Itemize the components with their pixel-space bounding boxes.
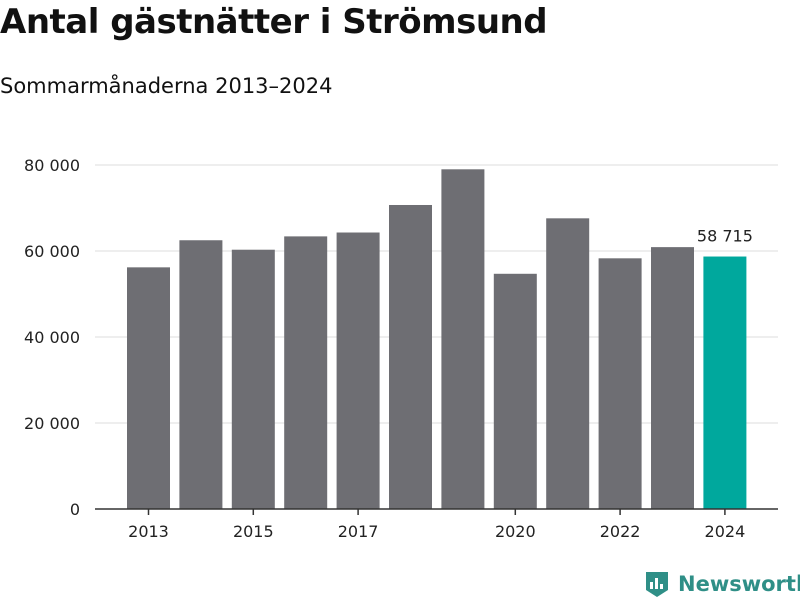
x-tick-label: 2022 [600, 522, 641, 541]
data-label: 58 715 [697, 227, 753, 246]
bar-2015 [231, 249, 275, 509]
bar-2017 [336, 232, 380, 509]
y-tick-label: 20 000 [24, 414, 80, 433]
bar-2021 [546, 218, 590, 509]
x-tick-label: 2017 [338, 522, 379, 541]
brand-name: Newsworthy [678, 572, 800, 596]
chart-title: Antal gästnätter i Strömsund [0, 2, 548, 42]
y-tick-label: 80 000 [24, 156, 80, 175]
brand-logo: Newsworthy [644, 570, 800, 598]
bar-2024 [703, 256, 747, 509]
x-tick-label: 2013 [128, 522, 169, 541]
bar-2020 [493, 273, 537, 509]
x-tick-label: 2024 [705, 522, 746, 541]
bar-2023 [651, 247, 694, 509]
x-tick-label: 2015 [233, 522, 274, 541]
bar-2022 [598, 258, 642, 509]
y-tick-label: 40 000 [24, 328, 80, 347]
y-tick-label: 60 000 [24, 242, 80, 261]
bar-2018 [389, 204, 432, 510]
newsworthy-logo-icon [646, 572, 668, 597]
chart-subtitle: Sommarmånaderna 2013–2024 [0, 74, 333, 98]
bar-2013 [127, 267, 170, 509]
bar-2016 [284, 236, 328, 509]
y-tick-label: 0 [70, 500, 80, 519]
x-tick-label: 2020 [495, 522, 536, 541]
bar-2014 [179, 240, 223, 509]
bar-2019 [441, 169, 485, 510]
